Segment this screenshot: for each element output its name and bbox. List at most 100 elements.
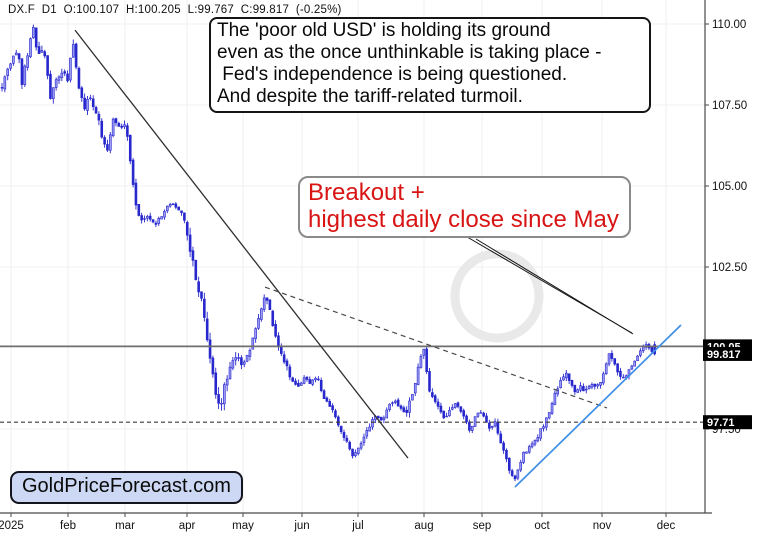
candle-body <box>34 27 38 48</box>
candle-body <box>174 203 178 208</box>
candle-body <box>114 118 118 124</box>
candle-body <box>314 378 317 381</box>
candle-body <box>556 388 560 395</box>
candle-body <box>86 99 89 111</box>
candle-body <box>590 384 594 388</box>
candle-body <box>510 470 514 476</box>
x-tick-label: sep <box>473 520 492 532</box>
y-tick-label: 105.00 <box>712 181 747 193</box>
candle-body <box>411 394 414 401</box>
candle-body <box>299 382 303 386</box>
candle-body <box>177 206 180 211</box>
candle-body <box>542 426 545 429</box>
candle-body <box>402 407 406 413</box>
candle-body <box>262 297 266 310</box>
candle-body <box>180 210 183 213</box>
x-tick-label: nov <box>593 520 612 532</box>
commentary-annotation-box: The 'poor old USD' is holding its ground… <box>209 17 651 113</box>
candle-body <box>351 448 354 457</box>
candle-body <box>80 87 84 99</box>
candle-body <box>619 370 622 377</box>
candle-body <box>641 346 645 352</box>
candle-body <box>493 421 497 427</box>
candle-body <box>140 215 143 221</box>
candle-body <box>391 402 394 404</box>
may-high-dashed-trendline <box>264 286 608 409</box>
candle-body <box>37 46 41 54</box>
candle-body <box>368 426 371 432</box>
candle-body <box>51 87 55 99</box>
candle-body <box>257 317 260 329</box>
x-tick-label: may <box>232 520 254 532</box>
candle-body <box>564 372 568 379</box>
candle-body <box>211 357 215 375</box>
candle-body <box>570 379 574 386</box>
candle-body <box>242 361 246 365</box>
trendlines <box>74 29 682 488</box>
candle-body <box>128 134 132 162</box>
candle-body <box>9 63 12 69</box>
candle-body <box>197 281 200 293</box>
candle-body <box>146 216 149 219</box>
candle-body <box>496 421 500 434</box>
candle-body <box>288 366 292 378</box>
candle-body <box>616 363 619 373</box>
candle-body <box>587 385 591 389</box>
candle-body <box>279 346 283 354</box>
candle-body <box>539 428 542 439</box>
x-tick-label: feb <box>60 520 76 532</box>
candle-body <box>168 204 172 207</box>
candle-body <box>185 222 189 236</box>
candle-body <box>188 234 192 252</box>
candle-body <box>294 380 297 385</box>
candle-body <box>422 348 426 356</box>
candle-body <box>502 442 505 451</box>
commentary-line: Fed's independence is being questioned. <box>217 64 568 85</box>
candle-body <box>576 389 580 393</box>
candle-body <box>519 462 523 471</box>
candle-body <box>599 382 602 386</box>
candle-body <box>385 409 389 419</box>
candle-body <box>476 412 480 417</box>
candle-body <box>479 412 483 414</box>
candle-body <box>433 395 437 402</box>
blue-support-trendline <box>514 324 682 488</box>
callout-line <box>475 238 634 335</box>
candle-body <box>388 403 391 410</box>
candle-body <box>109 134 112 151</box>
commentary-line: even as the once unthinkable is taking p… <box>217 42 602 63</box>
candle-body <box>20 58 24 85</box>
candle-body <box>297 382 300 387</box>
candle-body <box>488 422 491 429</box>
commentary-line: And despite the tariff-related turmoil. <box>217 86 523 107</box>
candle-body <box>220 402 223 405</box>
candle-body <box>379 416 383 421</box>
candle-body <box>419 355 423 368</box>
candle-body <box>57 76 61 81</box>
candle-body <box>251 337 255 350</box>
candle-body <box>328 401 332 407</box>
candle-body <box>208 339 212 359</box>
candle-body <box>431 392 434 397</box>
candle-body <box>265 297 269 301</box>
candle-body <box>69 57 72 81</box>
candle-body <box>254 328 257 339</box>
candle-body <box>490 425 494 428</box>
candle-body <box>163 211 166 218</box>
candle-body <box>274 323 277 337</box>
candle-body <box>459 406 463 412</box>
breakout-line: highest daily close since May <box>308 206 619 233</box>
candle-body <box>111 118 115 136</box>
candle-body <box>137 204 141 216</box>
candle-body <box>54 79 58 88</box>
candle-body <box>550 403 554 414</box>
candle-body <box>191 250 195 261</box>
candle-body <box>248 349 252 357</box>
candle-body <box>49 73 52 99</box>
candle-body <box>621 376 625 379</box>
candle-body <box>285 360 289 367</box>
candle-body <box>505 449 508 460</box>
price-badge <box>703 346 752 361</box>
candle-body <box>240 357 243 366</box>
